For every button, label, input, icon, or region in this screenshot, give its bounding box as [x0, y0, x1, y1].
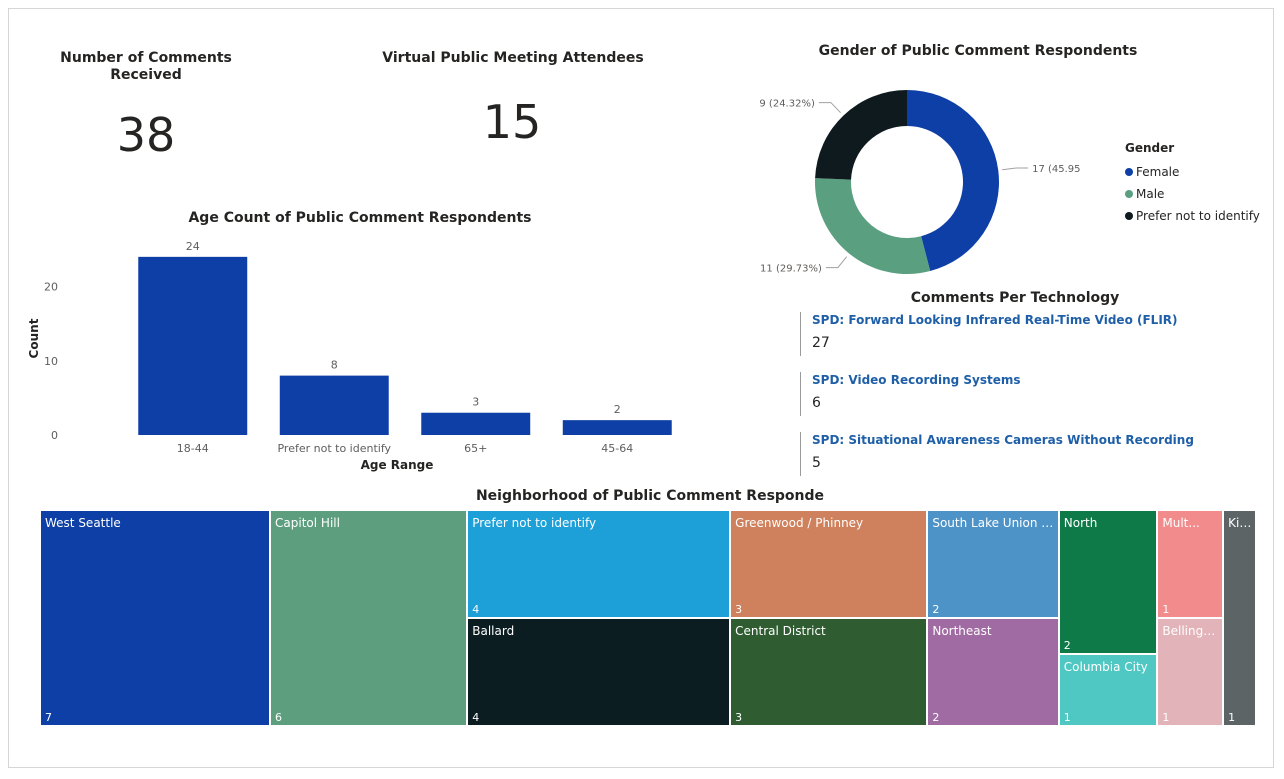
x-tick-label: Prefer not to identify — [277, 442, 391, 455]
gender-legend: Gender Female Male Prefer not to identif… — [1125, 141, 1260, 227]
y-tick-label: 10 — [44, 355, 58, 368]
neighborhood-title: Neighborhood of Public Comment Responde — [475, 488, 825, 504]
treemap-tile-label: Prefer not to identify — [472, 516, 597, 530]
legend-item-prefer-not[interactable]: Prefer not to identify — [1125, 205, 1260, 227]
donut-data-label: 11 (29.73%) — [760, 264, 822, 275]
legend-label-male: Male — [1136, 187, 1165, 201]
donut-data-label: 9 (24.32%) — [759, 99, 815, 110]
treemap-tile[interactable]: South Lake Union /... 2 — [927, 510, 1059, 618]
technology-item-situational-cameras[interactable]: SPD: Situational Awareness Cameras Witho… — [800, 432, 1200, 476]
treemap-tile[interactable]: Greenwood / Phinney 3 — [730, 510, 928, 618]
treemap-tile-label: Columbia City — [1063, 660, 1148, 674]
x-axis-label: Age Range — [361, 458, 434, 472]
treemap-tile-value: 1 — [1228, 711, 1236, 724]
treemap-tile-value: 7 — [45, 711, 52, 724]
treemap-tile-label: North — [1063, 516, 1098, 530]
comments-card-title: Number of Comments Received — [60, 50, 232, 83]
treemap-tile[interactable]: Northeast 2 — [927, 618, 1059, 726]
treemap-tile-value: 3 — [735, 603, 743, 616]
treemap-tile[interactable]: Mult... 1 — [1157, 510, 1224, 618]
bar[interactable] — [562, 420, 672, 435]
technology-label: SPD: Video Recording Systems — [812, 373, 1021, 387]
donut-leader-line — [818, 102, 841, 114]
neighborhood-treemap: West Seattle 7 Capitol Hill 6 Prefer not to … — [40, 510, 1256, 726]
treemap-tile-value: 2 — [932, 711, 940, 724]
treemap-tile-value: 1 — [1063, 711, 1071, 724]
x-tick-label: 65+ — [464, 442, 487, 455]
legend-swatch-female — [1125, 168, 1133, 176]
legend-label-female: Female — [1136, 165, 1180, 179]
treemap-tile[interactable]: North 2 — [1058, 510, 1158, 654]
technology-label: SPD: Situational Awareness Cameras Witho… — [812, 433, 1194, 447]
donut-slice[interactable] — [815, 90, 907, 180]
technology-title: Comments Per Technology — [910, 290, 1120, 306]
donut-slice[interactable] — [907, 90, 1000, 272]
gender-donut-chart: 17 (45.95%) 11 (29.73%) 9 (24.32%) — [759, 90, 1080, 275]
treemap-tile-value: 2 — [932, 603, 940, 616]
y-tick-label: 0 — [51, 429, 58, 442]
technology-count: 6 — [812, 395, 821, 411]
y-axis-label: Count — [27, 318, 41, 358]
donut-slice[interactable] — [815, 178, 931, 274]
technology-item-flir[interactable]: SPD: Forward Looking Infrared Real-Time … — [800, 312, 1200, 356]
treemap-tile[interactable]: Ballard 4 — [467, 618, 731, 726]
age-bar-chart: 0 10 20 Count 24 18-44 8 Prefer not to identify… — [27, 240, 672, 472]
age-chart-title: Age Count of Public Comment Respondents — [188, 210, 532, 226]
treemap-tile-label: West Seattle — [45, 516, 121, 530]
technology-list: SPD: Forward Looking Infrared Real-Time … — [800, 312, 1200, 492]
bar-data-label: 2 — [614, 403, 621, 416]
bar-data-label: 3 — [472, 396, 479, 409]
x-tick-label: 18-44 — [177, 442, 209, 455]
treemap-tile-value: 4 — [472, 603, 480, 616]
legend-item-male[interactable]: Male — [1125, 183, 1260, 205]
technology-count: 5 — [812, 455, 821, 471]
treemap-tile[interactable]: Capitol Hill 6 — [270, 510, 468, 726]
gender-legend-title: Gender — [1125, 141, 1175, 155]
bar[interactable] — [421, 412, 531, 435]
treemap-tile-value: 6 — [275, 711, 283, 724]
attendees-card-value: 15 — [482, 95, 542, 149]
gender-chart-title: Gender of Public Comment Respondents — [818, 43, 1138, 59]
x-tick-label: 45-64 — [601, 442, 633, 455]
treemap-tile[interactable]: King ... 1 — [1223, 510, 1256, 726]
treemap-tile[interactable]: Prefer not to identify 4 — [467, 510, 731, 618]
treemap-tile[interactable]: West Seattle 7 — [40, 510, 271, 726]
comments-card-value: 38 — [116, 108, 176, 162]
treemap-tile-label: King ... — [1228, 516, 1252, 530]
treemap-tile-label: South Lake Union /... — [932, 516, 1055, 530]
bar[interactable] — [138, 256, 248, 435]
treemap-tile[interactable]: Columbia City 1 — [1058, 654, 1158, 726]
treemap-tile-label: Central District — [735, 624, 826, 638]
bar-data-label: 24 — [186, 240, 200, 253]
treemap-tile-label: Ballard — [472, 624, 515, 638]
donut-data-label: 17 (45.95%) — [1032, 164, 1080, 175]
donut-leader-line — [1002, 167, 1029, 171]
legend-swatch-prefer-not — [1125, 212, 1133, 220]
technology-item-video-recording[interactable]: SPD: Video Recording Systems 6 — [800, 372, 1200, 416]
bar-data-label: 8 — [331, 359, 338, 372]
technology-count: 27 — [812, 335, 830, 351]
treemap-tile-label: Northeast — [932, 624, 992, 638]
treemap-tile-value: 4 — [472, 711, 480, 724]
treemap-tile[interactable]: Bellingham 1 — [1157, 618, 1224, 726]
donut-leader-line — [825, 256, 848, 269]
legend-label-prefer-not: Prefer not to identify — [1136, 209, 1260, 223]
treemap-tile[interactable]: Central District 3 — [730, 618, 928, 726]
treemap-tile-value: 3 — [735, 711, 743, 724]
treemap-tile-label: Capitol Hill — [275, 516, 340, 530]
treemap-tile-label: Mult... — [1162, 516, 1200, 530]
technology-label: SPD: Forward Looking Infrared Real-Time … — [812, 313, 1178, 327]
treemap-tile-value: 1 — [1162, 603, 1170, 616]
treemap-tile-value: 1 — [1162, 711, 1170, 724]
treemap-tile-value: 2 — [1063, 639, 1071, 652]
treemap-tile-label: Greenwood / Phinney — [735, 516, 864, 530]
attendees-card-title: Virtual Public Meeting Attendees — [382, 50, 644, 66]
y-tick-label: 20 — [44, 281, 58, 294]
legend-item-female[interactable]: Female — [1125, 161, 1260, 183]
treemap-tile-label: Bellingham — [1162, 624, 1219, 638]
bar[interactable] — [279, 375, 389, 435]
legend-swatch-male — [1125, 190, 1133, 198]
